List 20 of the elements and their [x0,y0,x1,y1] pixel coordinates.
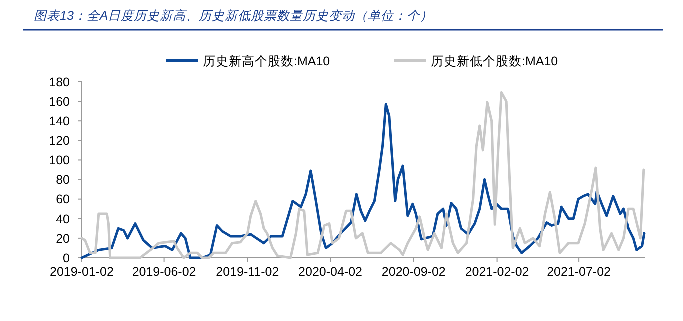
chart-title: 图表13：全A日度历史新高、历史新低股票数量历史变动（单位：个） [34,9,434,23]
x-tick-label: 2021-07-02 [547,265,612,279]
y-tick-label: 80 [56,173,70,188]
y-tick-label: 140 [49,114,70,128]
y-tick-label: 120 [49,134,70,148]
x-tick-label: 2021-02-02 [465,265,530,279]
y-tick-label: 60 [56,192,70,207]
legend-label: 历史新高个股数:MA10 [203,53,330,68]
legend-label: 历史新低个股数:MA10 [431,54,558,68]
x-tick-label: 2019-01-02 [50,265,114,279]
y-tick-label: 0 [63,251,70,266]
y-tick-label: 20 [56,232,70,246]
y-tick-label: 160 [49,94,70,109]
x-tick-label: 2019-06-02 [132,265,196,279]
y-tick-label: 40 [56,212,70,226]
y-tick-label: 100 [49,154,70,168]
x-tick-label: 2019-11-02 [216,265,280,279]
x-tick-label: 2020-09-02 [382,265,446,279]
x-tick-label: 2020-04-02 [298,265,363,279]
y-tick-label: 180 [49,75,70,90]
